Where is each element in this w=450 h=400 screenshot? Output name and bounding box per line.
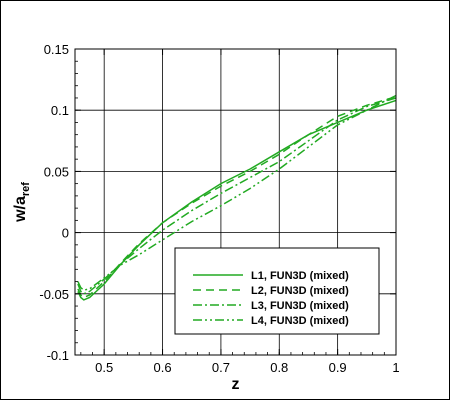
axis-ticks xyxy=(75,48,397,356)
series-line-4 xyxy=(77,94,397,291)
series-line-3 xyxy=(77,97,397,295)
series-lines xyxy=(77,94,397,301)
y-tick-label: 0 xyxy=(62,226,69,241)
x-tick-label: 0.6 xyxy=(154,360,172,375)
x-tick-label: 0.8 xyxy=(270,360,288,375)
y-axis-label: w/aref xyxy=(12,182,32,223)
legend-label-2: L2, FUN3D (mixed) xyxy=(251,285,349,297)
x-tick-label: 0.9 xyxy=(329,360,347,375)
y-axis-label-subscript: ref xyxy=(20,182,32,196)
tick-labels: 0.5 0.6 0.7 0.8 0.9 1 -0.1 -0.05 0 0.05 0.1 0.15 xyxy=(39,42,399,375)
plot-border xyxy=(74,48,397,356)
legend-label-4: L4, FUN3D (mixed) xyxy=(251,315,349,327)
legend-label-3: L3, FUN3D (mixed) xyxy=(251,300,349,312)
y-tick-label: -0.1 xyxy=(47,348,69,363)
x-tick-label: 0.5 xyxy=(95,360,113,375)
y-axis-label-main: w/a xyxy=(12,196,29,223)
grid-lines xyxy=(75,48,397,356)
legend: L1, FUN3D (mixed) L2, FUN3D (mixed) L3, FU… xyxy=(174,247,380,335)
y-tick-label: -0.05 xyxy=(39,287,69,302)
y-tick-label: 0.15 xyxy=(44,42,69,57)
x-axis-label: z xyxy=(232,376,240,393)
legend-label-1: L1, FUN3D (mixed) xyxy=(251,270,349,282)
x-tick-label: 1 xyxy=(392,360,399,375)
y-tick-label: 0.05 xyxy=(44,164,69,179)
legend-box xyxy=(174,247,380,335)
x-tick-label: 0.7 xyxy=(212,360,230,375)
series-line-2 xyxy=(77,95,397,299)
y-tick-label: 0.1 xyxy=(51,103,69,118)
